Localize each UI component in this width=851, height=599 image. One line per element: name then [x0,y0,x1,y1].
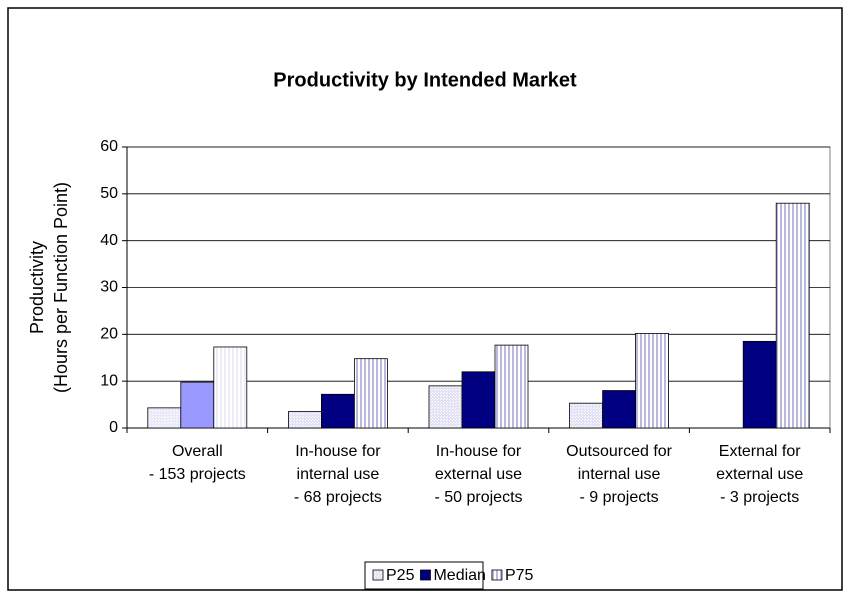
legend-swatch [491,569,503,581]
y-tick-label: 10 [100,372,118,389]
bar [287,411,322,429]
y-tick-label: 30 [100,279,118,296]
bar [742,340,777,429]
y-tick-label: 50 [100,185,118,202]
y-tick-label: 0 [109,419,118,436]
bar [635,332,669,429]
x-tick-label: In-house for external use - 50 projects [434,443,523,506]
bar [494,344,529,429]
bar [213,346,248,429]
y-axis-title-line: Productivity [27,241,47,334]
bar [461,371,496,429]
bar [180,381,215,429]
x-tick-label: Outsourced for internal use - 9 projects [566,443,672,506]
y-tick-label: 60 [100,138,118,155]
y-tick-label: 20 [100,326,118,343]
x-tick-label: In-house for internal use - 68 projects [293,443,382,506]
bar [428,385,463,429]
legend-label: P25 [386,567,415,584]
bar [320,393,355,429]
bar [602,390,636,429]
bar [569,402,603,429]
legend-label: P75 [505,567,534,584]
bar [353,358,388,429]
legend-swatch [420,569,431,581]
bar [147,407,182,429]
legend-swatch [372,569,384,581]
x-tick-label: External for external use - 3 projects [716,443,804,506]
y-axis-title: Productivity (Hours per Function Point) [27,182,71,393]
chart-title: Productivity by Intended Market [273,69,577,91]
legend-label: Median [433,567,485,584]
y-tick-label: 40 [100,232,118,249]
y-axis-title-line: (Hours per Function Point) [51,182,71,393]
x-tick-label: Overall - 153 projects [148,443,246,483]
bar [775,202,810,429]
